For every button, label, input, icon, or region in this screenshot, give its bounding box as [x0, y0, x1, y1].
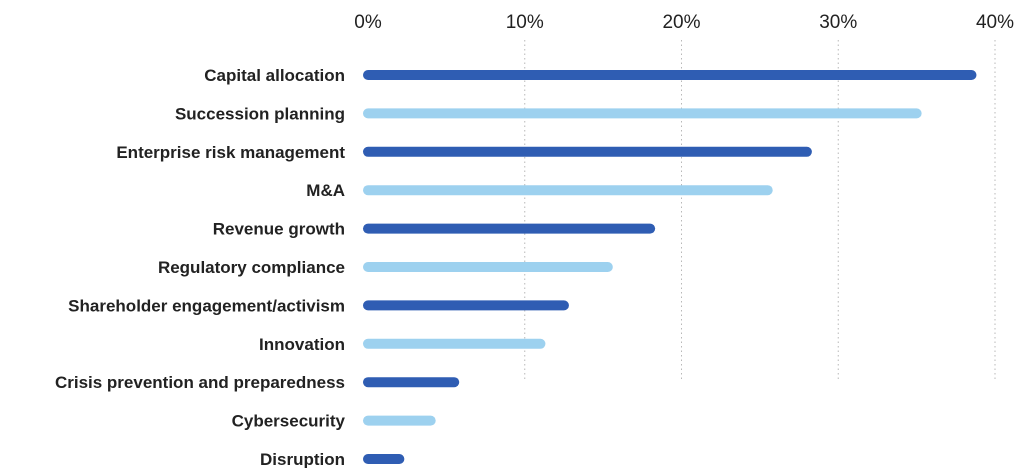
category-label: Revenue growth — [213, 220, 345, 239]
category-label: Succession planning — [175, 104, 345, 123]
category-label: M&A — [306, 181, 345, 200]
bars — [363, 70, 977, 464]
category-label: Shareholder engagement/activism — [68, 296, 345, 315]
category-label: Disruption — [260, 450, 345, 468]
category-label: Innovation — [259, 335, 345, 354]
category-label: Enterprise risk management — [116, 143, 345, 162]
category-labels: Capital allocation Succession planning Ent… — [55, 66, 346, 468]
x-tick-label: 0% — [354, 12, 382, 33]
x-tick-label: 10% — [506, 12, 544, 33]
x-axis-ticks: 0% 10% 20% 30% 40% — [354, 12, 1014, 33]
category-label: Crisis prevention and preparedness — [55, 373, 345, 392]
category-label: Capital allocation — [204, 66, 345, 85]
x-tick-label: 30% — [819, 12, 857, 33]
x-tick-label: 20% — [662, 12, 700, 33]
category-label: Regulatory compliance — [158, 258, 345, 277]
category-label: Cybersecurity — [232, 412, 346, 431]
grid-layer — [524, 40, 996, 380]
x-tick-label: 40% — [976, 12, 1014, 33]
